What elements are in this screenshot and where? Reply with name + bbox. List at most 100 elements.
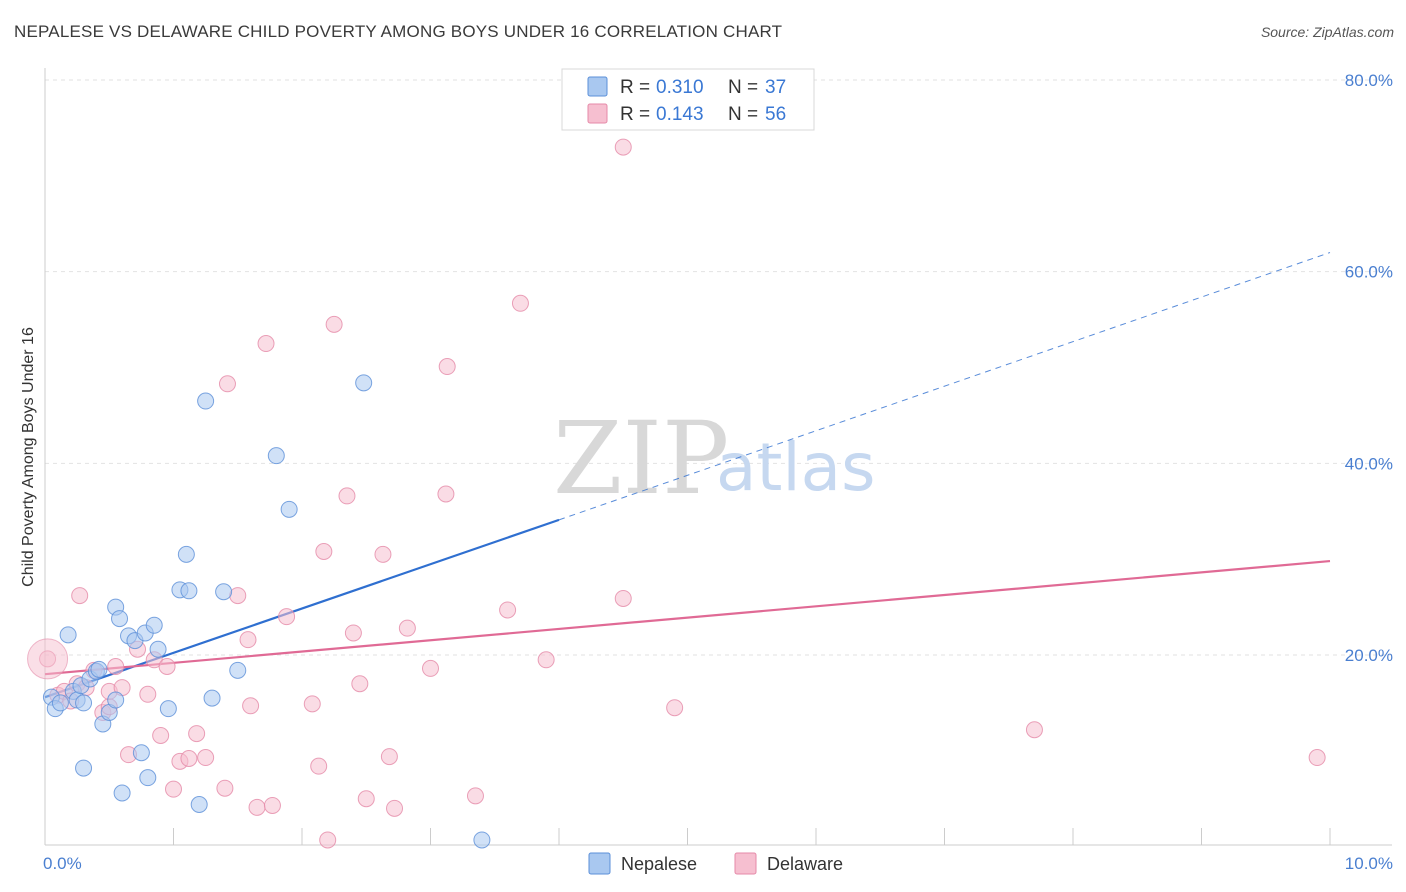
- y-tick-label: 80.0%: [1345, 71, 1393, 90]
- x-tick-labels: 0.0% 10.0%: [43, 854, 1393, 873]
- nepalese-point: [149, 640, 167, 658]
- nepalese-point: [139, 769, 157, 787]
- legend-swatch-nepalese: [587, 76, 608, 97]
- delaware-point: [71, 587, 89, 605]
- trend-lines: [44, 252, 1331, 699]
- delaware-point: [158, 658, 176, 675]
- delaware-point: [344, 624, 362, 642]
- legend-n-label: N =: [728, 77, 758, 98]
- nepalese-point: [177, 545, 195, 563]
- delaware-point: [216, 779, 234, 797]
- delaware-point: [357, 790, 375, 808]
- delaware-point: [437, 485, 455, 503]
- delaware-point: [614, 589, 632, 607]
- nepalese-point: [51, 694, 69, 712]
- y-tick-labels: 20.0% 40.0% 60.0% 80.0%: [1345, 71, 1393, 665]
- delaware-point: [351, 675, 369, 693]
- x-tick-label: 10.0%: [1345, 854, 1393, 873]
- nepalese-point: [215, 583, 233, 601]
- delaware-point: [325, 315, 343, 333]
- nepalese-point: [267, 447, 285, 465]
- delaware-point: [398, 619, 416, 637]
- delaware-point: [152, 727, 170, 744]
- delaware-point: [438, 358, 456, 376]
- legend-n-label: N =: [728, 104, 758, 125]
- nepalese-point: [180, 582, 198, 600]
- delaware-point: [248, 798, 266, 816]
- delaware-point: [614, 138, 632, 156]
- delaware-point: [188, 725, 206, 743]
- nepalese-point: [75, 694, 93, 712]
- delaware-point: [107, 658, 125, 675]
- delaware-point: [466, 787, 484, 805]
- delaware-point: [319, 831, 337, 849]
- delaware-point: [257, 335, 275, 353]
- legend: R = 0.310 N = 37 R = 0.143 N = 56: [561, 68, 815, 131]
- legend-r-value: 0.143: [656, 104, 704, 125]
- delaware-point: [239, 631, 257, 649]
- bottom-legend-swatch-nepalese: [588, 852, 611, 875]
- watermark: ZIP atlas: [553, 400, 876, 517]
- nepalese-point: [107, 691, 125, 709]
- legend-r-value: 0.310: [656, 77, 704, 98]
- nepalese-point: [355, 374, 373, 392]
- data-points: [27, 138, 1326, 849]
- nepalese-point: [113, 784, 131, 802]
- nepalese-point: [75, 759, 93, 777]
- chart-title: NEPALESE VS DELAWARE CHILD POVERTY AMONG…: [14, 22, 783, 41]
- delaware-point: [374, 545, 392, 563]
- delaware-point: [242, 697, 260, 715]
- nepalese-point: [132, 744, 150, 762]
- delaware-point: [666, 699, 684, 717]
- legend-swatch-delaware: [587, 103, 608, 124]
- delaware-point: [180, 750, 198, 767]
- axes: [44, 68, 1392, 846]
- delaware-point: [278, 608, 296, 626]
- nepalese-trend-extension: [558, 252, 1331, 521]
- delaware-point: [218, 375, 236, 393]
- nepalese-point: [59, 626, 77, 644]
- y-tick-label: 40.0%: [1345, 454, 1393, 473]
- nepalese-point: [145, 616, 163, 634]
- y-axis-label: Child Poverty Among Boys Under 16: [20, 327, 37, 587]
- delaware-point: [1308, 749, 1326, 767]
- gridlines: [45, 79, 1392, 656]
- x-tick-label: 0.0%: [43, 854, 82, 873]
- y-tick-label: 20.0%: [1345, 646, 1393, 665]
- delaware-point: [499, 601, 517, 619]
- nepalese-point: [229, 661, 247, 679]
- nepalese-point: [159, 700, 177, 718]
- nepalese-point: [473, 831, 491, 849]
- legend-n-value: 37: [765, 77, 786, 98]
- source-credit: Source: ZipAtlas.com: [1260, 24, 1394, 40]
- nepalese-point: [280, 500, 298, 518]
- watermark-atlas: atlas: [716, 429, 876, 506]
- legend-r-label: R =: [620, 104, 650, 125]
- delaware-point: [1025, 721, 1043, 739]
- delaware-point: [139, 685, 157, 703]
- bottom-legend-label-nepalese: Nepalese: [621, 854, 697, 874]
- nepalese-point: [197, 392, 215, 410]
- delaware-point: [315, 543, 333, 560]
- nepalese-point: [203, 689, 221, 707]
- delaware-point: [511, 294, 529, 312]
- nepalese-point: [90, 660, 108, 678]
- delaware-point: [165, 780, 182, 798]
- delaware-trend-line: [44, 559, 1331, 676]
- delaware-point: [229, 587, 247, 605]
- delaware-point: [310, 757, 328, 775]
- bottom-legend-label-delaware: Delaware: [767, 854, 843, 874]
- delaware-point: [422, 659, 439, 677]
- delaware-point: [537, 651, 555, 669]
- legend-r-label: R =: [620, 77, 650, 98]
- y-tick-label: 60.0%: [1345, 263, 1393, 282]
- delaware-point: [263, 796, 281, 814]
- nepalese-point: [190, 796, 208, 813]
- bottom-legend-swatch-delaware: [734, 852, 757, 875]
- delaware-point: [386, 799, 404, 817]
- watermark-zip: ZIP: [553, 400, 729, 517]
- bottom-legend: Nepalese Delaware: [588, 852, 843, 875]
- delaware-point: [303, 695, 321, 713]
- delaware-point: [197, 749, 215, 767]
